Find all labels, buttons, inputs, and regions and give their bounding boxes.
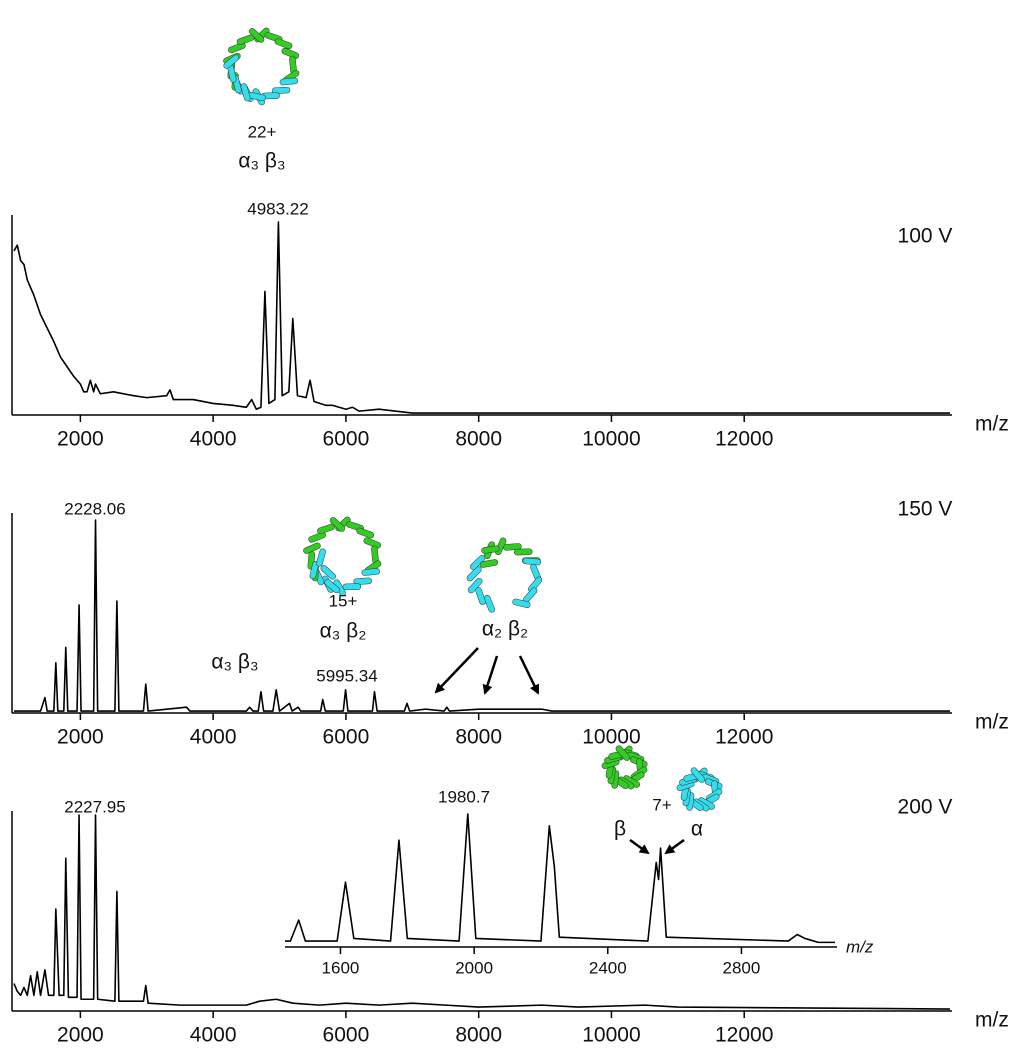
x-tick-label: 12000 bbox=[715, 428, 773, 451]
helix bbox=[615, 745, 631, 761]
helix bbox=[356, 527, 375, 539]
x-tick-label: 4000 bbox=[190, 1024, 237, 1047]
x-tick-label: 6000 bbox=[323, 428, 370, 451]
annotation: β bbox=[614, 818, 626, 841]
annotation: α₃ β₃ bbox=[211, 651, 258, 674]
helix bbox=[361, 568, 380, 576]
x-tick-label: 2000 bbox=[57, 726, 104, 749]
x-tick-label: 2000 bbox=[57, 1024, 104, 1047]
annotation: α₃ β₃ bbox=[238, 150, 285, 173]
x-axis-label: m/z bbox=[975, 413, 1009, 436]
annotation: 200 V bbox=[898, 796, 953, 819]
annotation: α₂ β₂ bbox=[482, 618, 528, 641]
helix bbox=[228, 42, 246, 54]
x-tick-label: 8000 bbox=[455, 1024, 502, 1047]
x-tick-label: 2800 bbox=[723, 958, 761, 977]
annotation: 100 V bbox=[898, 225, 953, 248]
x-axis-label: m/z bbox=[975, 711, 1009, 734]
x-tick-label: 1600 bbox=[322, 958, 360, 977]
helix bbox=[317, 523, 335, 535]
arrow bbox=[629, 838, 650, 855]
x-tick-label: 10000 bbox=[582, 428, 640, 451]
helix bbox=[467, 577, 483, 594]
annotation: α₃ β₂ bbox=[320, 620, 367, 643]
x-tick-label: 4000 bbox=[190, 428, 237, 451]
x-tick-label: 8000 bbox=[455, 428, 502, 451]
x-tick-label: 12000 bbox=[715, 726, 773, 749]
arrow bbox=[518, 655, 540, 695]
helix bbox=[484, 595, 495, 613]
helix bbox=[363, 537, 382, 549]
spectrum bbox=[285, 813, 835, 944]
x-tick-label: 10000 bbox=[582, 726, 640, 749]
spectrum bbox=[14, 519, 950, 712]
helix bbox=[503, 543, 522, 551]
x-axis-label: m/z bbox=[846, 937, 874, 956]
arrows bbox=[434, 647, 685, 855]
helix bbox=[475, 587, 486, 605]
helix bbox=[324, 578, 340, 594]
helix bbox=[466, 566, 482, 582]
x-tick-label: 6000 bbox=[323, 726, 370, 749]
helix bbox=[481, 545, 500, 554]
x-axis-label: m/z bbox=[975, 1009, 1009, 1032]
helix bbox=[309, 560, 319, 580]
helix bbox=[329, 517, 346, 532]
helix bbox=[279, 77, 299, 86]
helix bbox=[240, 83, 251, 102]
helix bbox=[690, 767, 706, 783]
protein-structures bbox=[223, 27, 723, 812]
annotation: α bbox=[691, 818, 703, 841]
annotation: 2228.06 bbox=[64, 499, 125, 518]
helix bbox=[271, 86, 291, 95]
helix bbox=[479, 559, 499, 568]
annotation: 22+ bbox=[248, 122, 277, 141]
helix bbox=[316, 548, 326, 567]
helix bbox=[248, 28, 265, 43]
helix bbox=[281, 47, 300, 59]
x-tick-label: 6000 bbox=[323, 1024, 370, 1047]
x-tick-label: 4000 bbox=[190, 726, 237, 749]
helix bbox=[470, 555, 486, 570]
annotation: 15+ bbox=[329, 591, 358, 610]
annotation: 5995.34 bbox=[316, 666, 377, 685]
annotation: 2227.95 bbox=[64, 797, 125, 816]
x-tick-label: 2000 bbox=[57, 428, 104, 451]
helix bbox=[223, 54, 240, 69]
x-tick-label: 2400 bbox=[589, 958, 627, 977]
helix bbox=[513, 548, 533, 556]
arrow bbox=[482, 655, 499, 695]
spectrum bbox=[13, 221, 950, 414]
x-tick-label: 2000 bbox=[455, 958, 493, 977]
spectrum bbox=[13, 814, 951, 1010]
helix bbox=[308, 531, 326, 543]
x-tick-label: 10000 bbox=[582, 1024, 640, 1047]
annotation: 4983.22 bbox=[247, 199, 308, 218]
arrow bbox=[434, 647, 479, 694]
annotation: 7+ bbox=[652, 795, 671, 814]
helix bbox=[512, 598, 531, 608]
arrow bbox=[664, 838, 685, 855]
helix bbox=[353, 577, 372, 585]
helix bbox=[342, 583, 362, 591]
helix bbox=[303, 542, 321, 554]
helix bbox=[320, 565, 336, 580]
helix bbox=[274, 38, 293, 50]
annotation: 150 V bbox=[898, 498, 953, 521]
annotation: 1980.7 bbox=[438, 787, 490, 806]
x-tick-label: 12000 bbox=[715, 1024, 773, 1047]
x-tick-label: 8000 bbox=[455, 726, 502, 749]
